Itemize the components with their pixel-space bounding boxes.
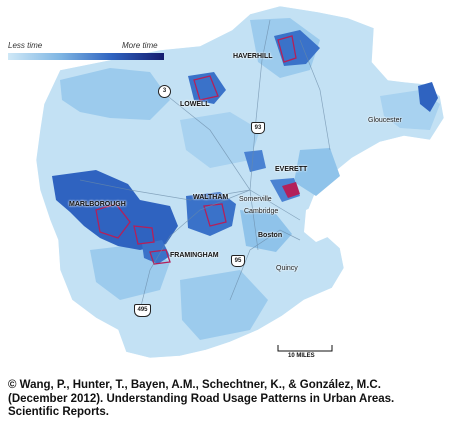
- region-patch: [180, 112, 260, 168]
- interstate-93-shield-icon: 93: [251, 122, 265, 134]
- city-label-boston: Boston: [258, 232, 283, 239]
- route-3-label: 3: [162, 88, 167, 94]
- credit-line-3: Scientific Reports.: [8, 406, 109, 418]
- region-patch: [240, 210, 292, 252]
- region-map: [35, 5, 445, 359]
- city-label-lowell: LOWELL: [180, 101, 210, 108]
- high-time-area: [244, 150, 266, 172]
- city-label-quincy: Quincy: [276, 265, 298, 272]
- region-patch: [60, 68, 170, 120]
- city-label-somerville: Somerville: [239, 196, 272, 203]
- high-time-area: [186, 192, 236, 236]
- harbor-water: [304, 204, 334, 242]
- high-time-area: [142, 240, 170, 264]
- credit-line-1: © Wang, P., Hunter, T., Bayen, A.M., Sch…: [8, 379, 381, 391]
- region-patch: [294, 148, 340, 196]
- roads: [79, 19, 331, 311]
- city-label-framingham: FRAMINGHAM: [170, 252, 219, 259]
- coast-water: [344, 158, 380, 188]
- city-label-everett: EVERETT: [275, 166, 308, 173]
- interstate-495-shield-icon: 495: [134, 304, 151, 317]
- city-label-cambridge: Cambridge: [244, 208, 279, 215]
- city-label-gloucester: Gloucester: [368, 117, 402, 124]
- high-time-area: [52, 170, 178, 250]
- high-time-area: [418, 82, 438, 112]
- interstate-495-label: 495: [137, 307, 148, 313]
- city-label-haverhill: HAVERHILL: [233, 53, 273, 60]
- scale-bar-label: 10 MILES: [288, 353, 315, 359]
- interstate-95-label: 95: [234, 258, 242, 264]
- city-label-waltham: WALTHAM: [193, 194, 229, 201]
- high-time-area: [274, 30, 320, 66]
- legend-less-label: Less time: [8, 41, 43, 50]
- scale-bar: [277, 345, 333, 352]
- legend-gradient-bar: [8, 53, 164, 60]
- city-boundary-highlights: [95, 35, 297, 265]
- credit-line-2: (December 2012). Understanding Road Usag…: [8, 392, 395, 405]
- legend-more-label: More time: [122, 41, 158, 50]
- image-credit: © Wang, P., Hunter, T., Bayen, A.M., Sch…: [8, 379, 444, 420]
- region-patch: [180, 270, 268, 340]
- route-3-shield-icon: 3: [158, 85, 171, 98]
- everett-area: [282, 182, 300, 198]
- interstate-95-shield-icon: 95: [231, 255, 245, 267]
- interstate-93-label: 93: [254, 125, 262, 131]
- city-label-marlborough: MARLBOROUGH: [69, 201, 126, 208]
